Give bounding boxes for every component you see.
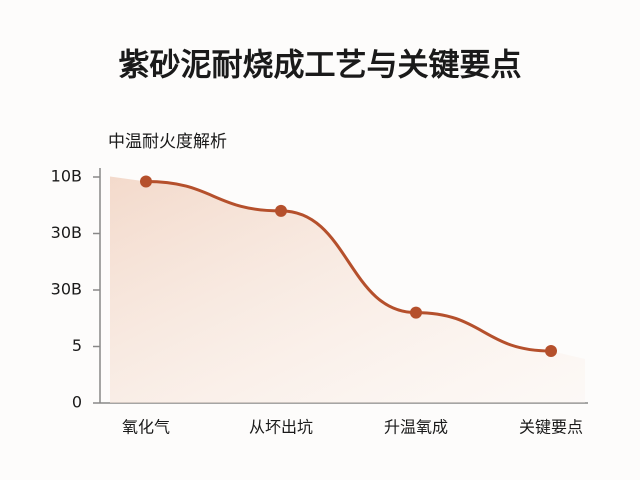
point	[410, 306, 422, 319]
y-tick-label: 30B	[51, 223, 82, 242]
x-tick-label: 关键要点	[519, 418, 583, 437]
x-tick-label: 升温氧成	[384, 418, 448, 437]
area	[110, 176, 585, 403]
x-tick-label: 从坏出坑	[249, 418, 313, 437]
y-tick-label: 30B	[51, 280, 82, 299]
point	[275, 204, 287, 217]
y-tick-label: 0	[72, 393, 82, 412]
x-tick-label: 氧化气	[122, 418, 170, 437]
y-tick-label: 5	[72, 336, 82, 355]
chart-title: 紫砂泥耐烧成工艺与关键要点	[119, 48, 522, 84]
line	[145, 180, 552, 353]
point	[140, 175, 152, 188]
point	[545, 345, 557, 358]
chart-subtitle: 中温耐火度解析	[108, 132, 227, 152]
y-tick-label: 10B	[51, 167, 82, 186]
